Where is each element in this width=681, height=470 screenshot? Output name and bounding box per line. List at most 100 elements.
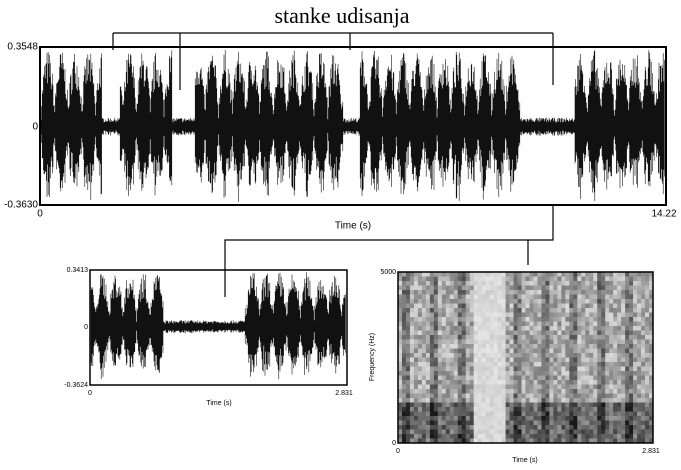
spectrogram-cell [506,403,510,408]
spectrogram-cell [506,295,510,300]
spectrogram-cell [414,313,418,318]
spectrogram-cell [573,299,577,304]
spectrogram-cell [597,425,601,430]
spectrogram-cell [426,326,430,331]
spectrogram-cell [498,362,502,367]
spectrogram-cell [597,367,601,372]
spectrogram-cell [522,380,526,385]
spectrogram-cell [402,286,406,291]
spectrogram-cell [609,416,613,421]
y-label: 0 [84,324,88,331]
spectrogram-cell [410,326,414,331]
spectrogram-cell [633,344,637,349]
spectrogram-cell [621,326,625,331]
spectrogram-cell [446,394,450,399]
spectrogram-cell [510,394,514,399]
spectrogram-cell [621,295,625,300]
spectrogram-cell [625,277,629,282]
spectrogram-cell [581,349,585,354]
spectrogram-cell [593,412,597,417]
spectrogram-cell [529,326,533,331]
spectrogram-cell [498,421,502,426]
spectrogram-cell [462,362,466,367]
spectrogram-cell [458,398,462,403]
spectrogram-cell [474,353,478,358]
spectrogram-cell [434,394,438,399]
spectrogram-cell [406,394,410,399]
spectrogram-cell [549,277,553,282]
spectrogram-cell [458,407,462,412]
spectrogram-cell [402,394,406,399]
spectrogram-cell [494,322,498,327]
spectrogram-cell [414,317,418,322]
spectrogram-cell [466,299,470,304]
spectrogram-cell [510,376,514,381]
spectrogram-cell [553,304,557,309]
spectrogram-cell [410,340,414,345]
spectrogram-cell [522,421,526,426]
spectrogram-cell [553,295,557,300]
spectrogram-cell [541,344,545,349]
spectrogram-cell [494,353,498,358]
spectrogram-cell [593,403,597,408]
spectrogram-cell [502,281,506,286]
spectrogram-cell [629,331,633,336]
spectrogram-cell [613,389,617,394]
spectrogram-cell [557,344,561,349]
spectrogram-cell [645,317,649,322]
spectrogram-cell [573,425,577,430]
spectrogram-cell [514,322,518,327]
spectrogram-cell [402,353,406,358]
spectrogram-cell [502,299,506,304]
spectrogram-cell [529,362,533,367]
spectrogram-cell [422,412,426,417]
spectrogram-cell [589,317,593,322]
spectrogram-cell [641,398,645,403]
spectrogram-cell [506,398,510,403]
spectrogram-cell [573,362,577,367]
spectrogram-cell [454,335,458,340]
spectrogram-cell [637,394,641,399]
spectrogram-cell [549,407,553,412]
spectrogram-cell [498,281,502,286]
spectrogram-cell [486,412,490,417]
spectrogram-cell [458,371,462,376]
spectrogram-cell [629,412,633,417]
spectrogram-cell [609,389,613,394]
spectrogram-cell [581,286,585,291]
spectrogram-cell [438,407,442,412]
spectrogram-cell [621,340,625,345]
spectrogram-cell [621,335,625,340]
spectrogram-cell [617,299,621,304]
spectrogram-cell [458,286,462,291]
spectrogram-cell [565,295,569,300]
spectrogram-cell [609,398,613,403]
spectrogram-cell [605,286,609,291]
spectrogram-cell [565,425,569,430]
spectrogram-cell [434,398,438,403]
spectrogram-cell [549,376,553,381]
spectrogram-cell [426,286,430,291]
y-label: 5000 [380,269,396,276]
spectrogram-cell [617,340,621,345]
spectrogram-cell [593,322,597,327]
spectrogram-cell [506,344,510,349]
spectrogram-cell [418,290,422,295]
spectrogram-cell [609,425,613,430]
spectrogram-cell [597,290,601,295]
spectrogram-cell [442,344,446,349]
spectrogram-cell [462,299,466,304]
spectrogram-cell [605,277,609,282]
spectrogram-cell [506,326,510,331]
spectrogram-cell [605,389,609,394]
spectrogram-cell [537,425,541,430]
spectrogram-cell [593,299,597,304]
spectrogram-cell [450,430,454,435]
spectrogram-cell [613,362,617,367]
spectrogram-cell [446,358,450,363]
spectrogram-cell [601,371,605,376]
spectrogram-cell [569,367,573,372]
spectrogram-cell [446,371,450,376]
spectrogram-cell [581,380,585,385]
spectrogram-cell [581,322,585,327]
